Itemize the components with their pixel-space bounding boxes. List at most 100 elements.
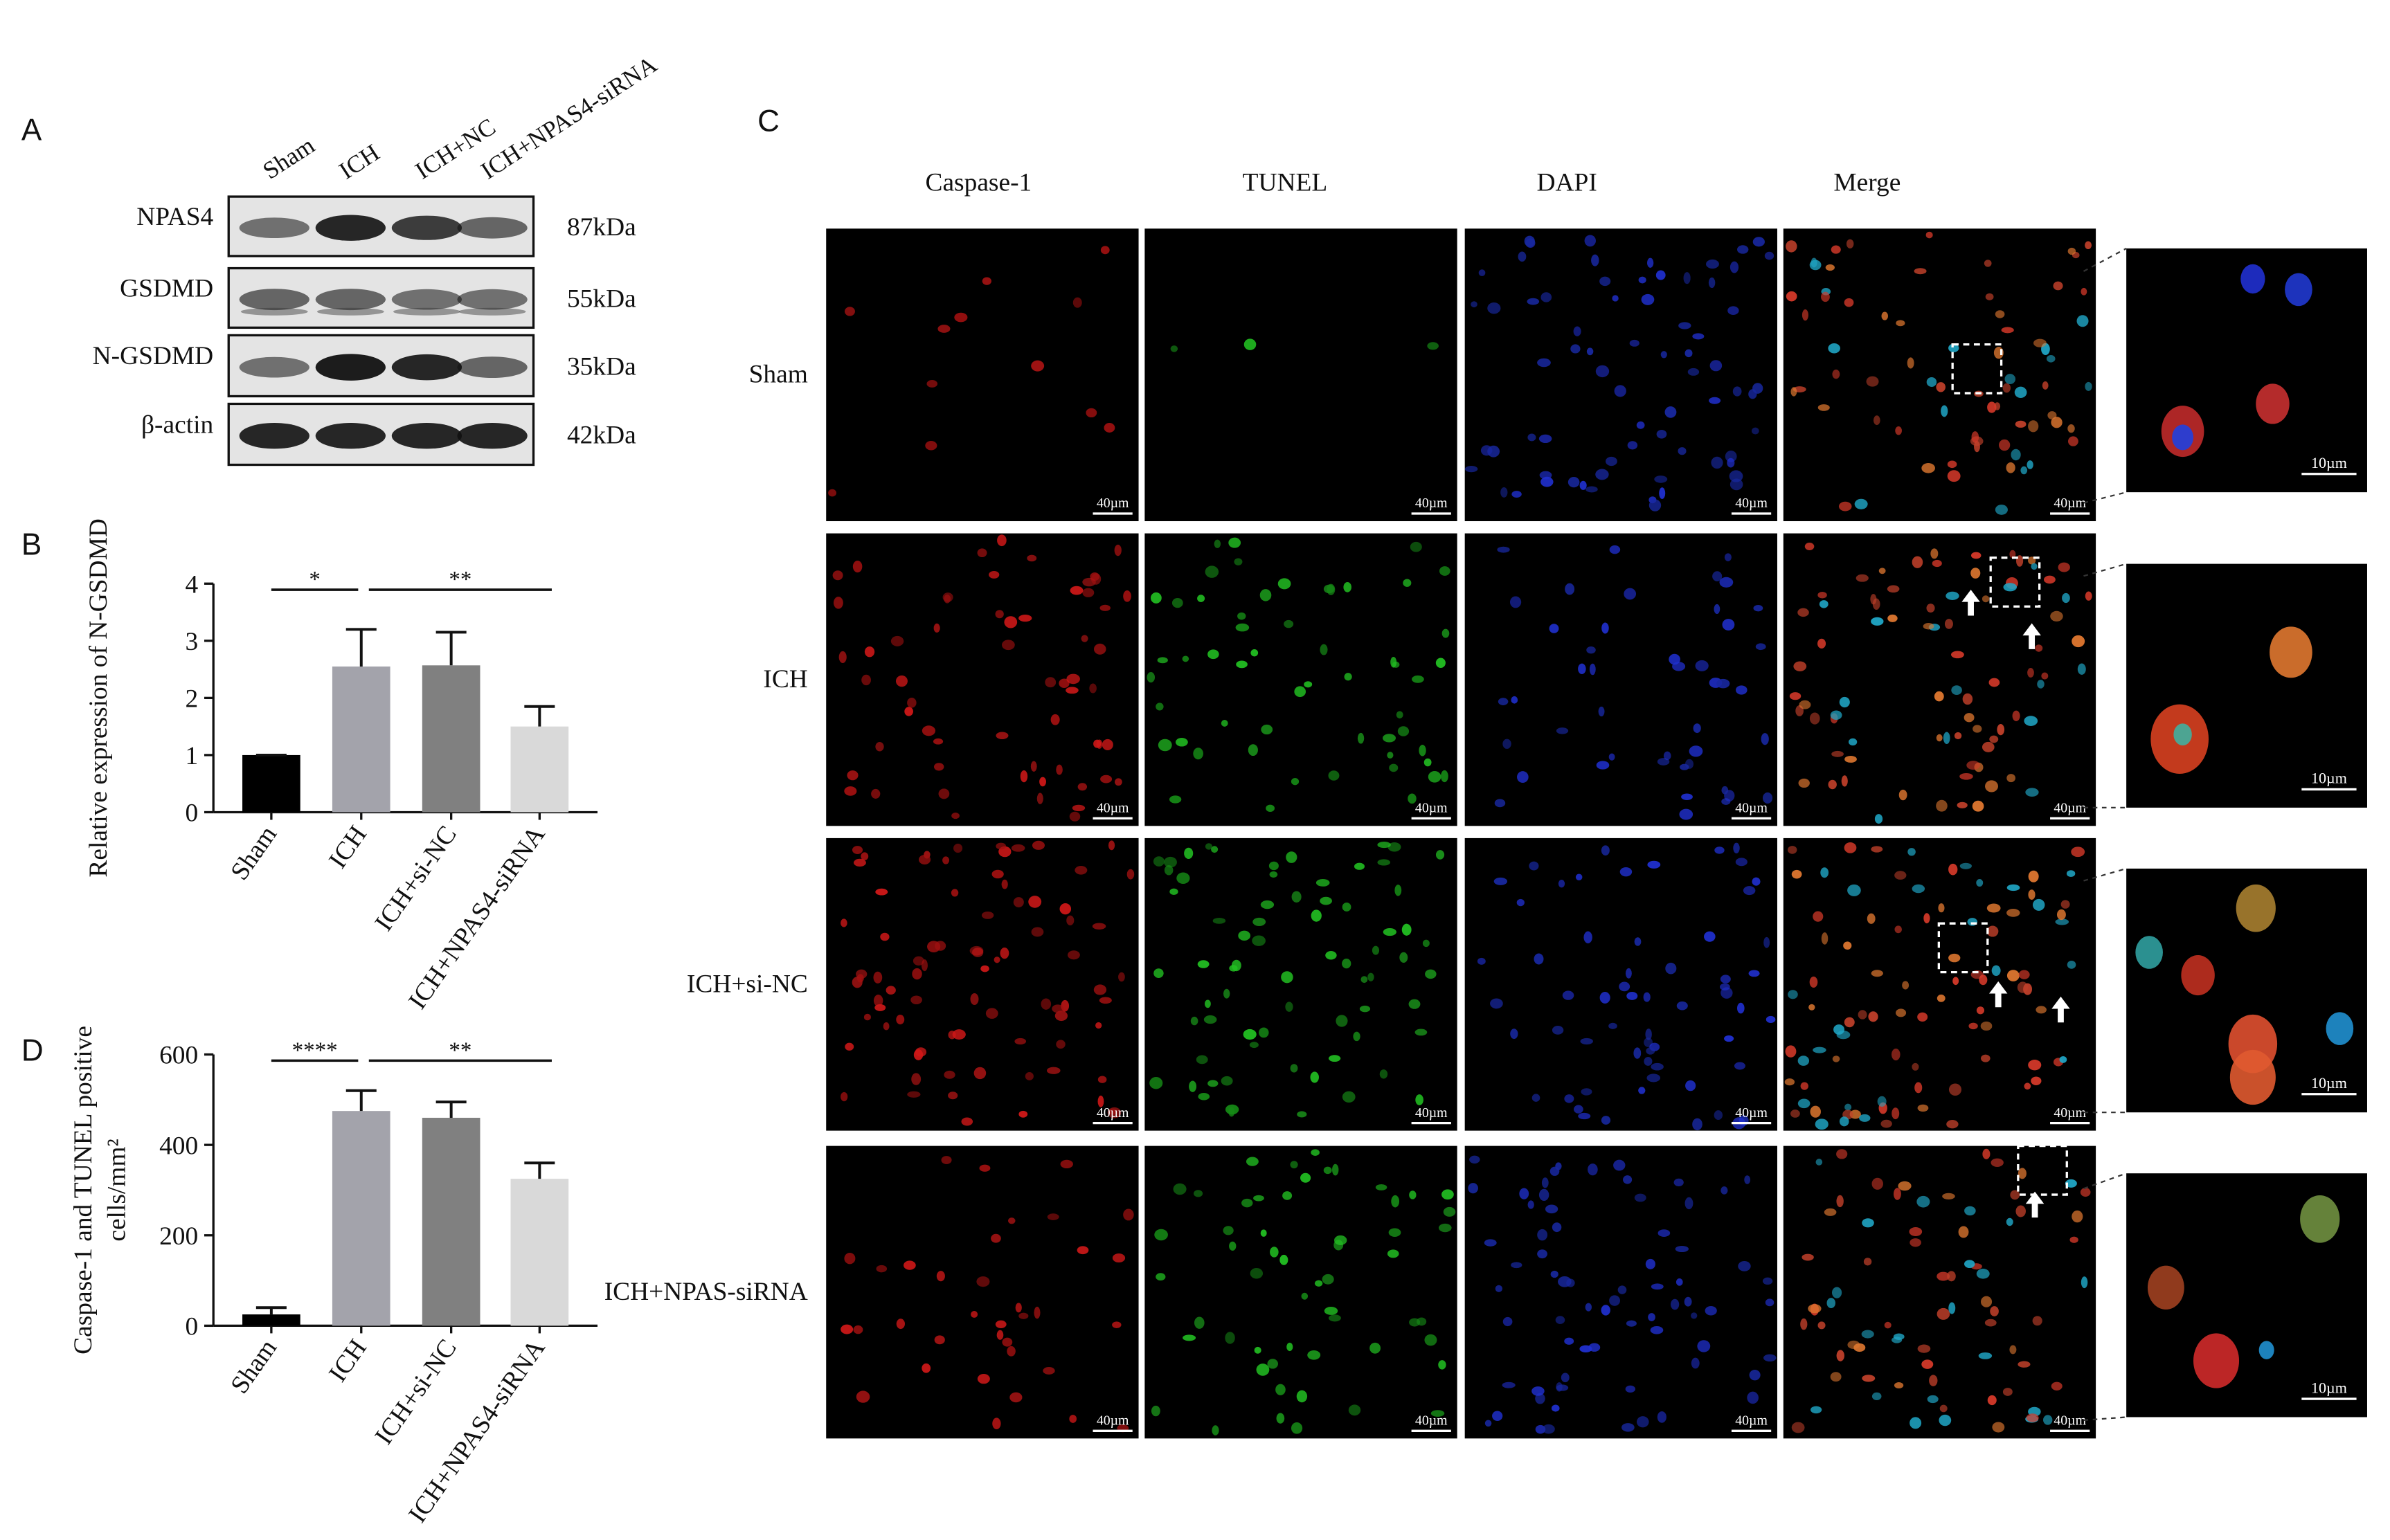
cell bbox=[1203, 1015, 1217, 1024]
cell bbox=[1415, 1094, 1423, 1105]
cell bbox=[1599, 992, 1610, 1004]
cell bbox=[1714, 846, 1725, 854]
cell bbox=[1204, 999, 1211, 1008]
cell bbox=[2018, 1168, 2027, 1179]
cell bbox=[1072, 297, 1082, 308]
cell bbox=[1976, 1269, 1990, 1279]
image-bg bbox=[1144, 228, 1457, 521]
cell bbox=[1936, 382, 1946, 392]
cell bbox=[1868, 1011, 1878, 1022]
cell bbox=[1315, 878, 1330, 887]
micrograph: 40µm bbox=[1783, 533, 2096, 826]
cell bbox=[1498, 698, 1509, 705]
cell bbox=[1612, 295, 1619, 302]
scale-bar-label: 40µm bbox=[2054, 1413, 2086, 1428]
cell bbox=[1681, 793, 1693, 800]
cell bbox=[1072, 804, 1086, 812]
cell bbox=[1059, 903, 1072, 915]
cell bbox=[2069, 1236, 2078, 1243]
cell bbox=[1004, 616, 1018, 628]
cell bbox=[1825, 264, 1835, 271]
cell bbox=[1959, 862, 1972, 869]
cell bbox=[1926, 377, 1937, 387]
cell bbox=[971, 1311, 978, 1318]
cell bbox=[847, 770, 859, 781]
cell bbox=[1645, 1029, 1652, 1040]
cell bbox=[1871, 1392, 1882, 1401]
cell bbox=[1252, 935, 1266, 946]
cell bbox=[1401, 923, 1412, 936]
cell bbox=[1790, 387, 1797, 397]
cell bbox=[1197, 960, 1210, 968]
cell bbox=[1589, 663, 1596, 676]
cell bbox=[1056, 1040, 1066, 1049]
cell bbox=[1211, 846, 1219, 853]
y-tick-label: 400 bbox=[159, 1132, 198, 1160]
y-tick-label: 600 bbox=[159, 1042, 198, 1070]
connector bbox=[2083, 491, 2127, 504]
cell bbox=[1625, 1385, 1636, 1393]
cell bbox=[1821, 291, 1830, 302]
cell bbox=[2067, 247, 2076, 255]
image-bg bbox=[1783, 228, 2096, 521]
cell bbox=[1675, 1278, 1683, 1286]
cell bbox=[1788, 990, 1798, 999]
cell bbox=[2028, 889, 2036, 900]
cell bbox=[1932, 559, 1942, 568]
cell bbox=[2076, 315, 2089, 327]
cell bbox=[1028, 896, 1042, 908]
cell bbox=[1880, 1119, 1892, 1128]
cell bbox=[1342, 1091, 1356, 1103]
cell bbox=[1887, 614, 1898, 622]
cell bbox=[1957, 801, 1968, 808]
row-label: ICH bbox=[763, 665, 807, 694]
cell bbox=[1060, 1159, 1073, 1169]
cell bbox=[973, 1067, 987, 1080]
image-bg bbox=[1464, 533, 1777, 826]
cell bbox=[1354, 862, 1365, 870]
cell bbox=[1636, 1416, 1649, 1428]
scale-bar-label: 40µm bbox=[1415, 1105, 1448, 1121]
scale-bar-label: 40µm bbox=[1735, 496, 1768, 511]
cell bbox=[1797, 608, 1809, 617]
cell bbox=[1002, 1337, 1013, 1347]
cell bbox=[1709, 360, 1723, 372]
cell bbox=[1558, 880, 1565, 888]
cell bbox=[1069, 811, 1081, 822]
cell bbox=[1894, 1188, 1901, 1200]
inset-scale-bar-label: 10µm bbox=[2311, 1074, 2347, 1091]
cell bbox=[2085, 241, 2092, 250]
cell bbox=[1510, 1029, 1518, 1040]
cell bbox=[1173, 1183, 1187, 1195]
cell bbox=[1847, 1340, 1860, 1350]
cell bbox=[1678, 447, 1687, 455]
cell bbox=[1198, 1093, 1210, 1100]
cell bbox=[997, 534, 1007, 547]
cell bbox=[1660, 351, 1667, 359]
micrograph: 40µm bbox=[1783, 837, 2096, 1131]
cell bbox=[1336, 1015, 1348, 1027]
cell bbox=[1100, 246, 1110, 255]
cell bbox=[1813, 911, 1824, 922]
cell bbox=[1809, 976, 1818, 988]
cell bbox=[1896, 1008, 1907, 1017]
cell bbox=[1832, 369, 1840, 379]
cell bbox=[1762, 792, 1773, 804]
error-bar bbox=[435, 631, 467, 666]
error-bar bbox=[524, 705, 555, 727]
inset-scale-bar-label: 10µm bbox=[2311, 454, 2347, 471]
cell bbox=[1629, 339, 1639, 347]
cell bbox=[1414, 1029, 1428, 1036]
cell bbox=[1099, 997, 1112, 1004]
cell bbox=[1108, 1108, 1117, 1115]
cell bbox=[1552, 1025, 1564, 1035]
cell bbox=[1609, 545, 1621, 554]
cell bbox=[1724, 553, 1732, 561]
cell bbox=[1634, 1193, 1646, 1202]
cell bbox=[1997, 723, 2005, 736]
cell bbox=[1763, 936, 1770, 948]
cell bbox=[991, 869, 1004, 879]
cell bbox=[1980, 1021, 1993, 1031]
micrograph: 40µm bbox=[1464, 533, 1777, 826]
cell bbox=[1441, 628, 1450, 638]
